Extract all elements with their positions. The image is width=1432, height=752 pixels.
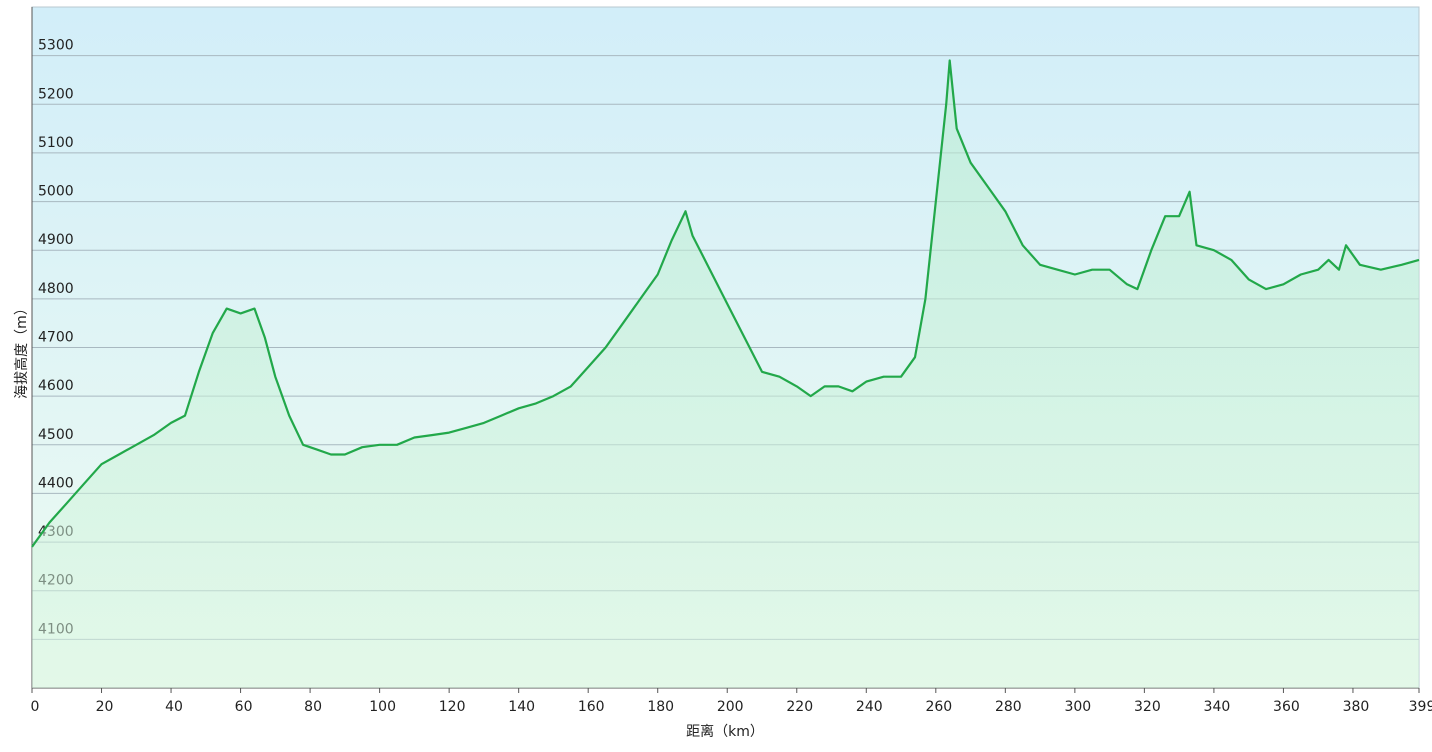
- y-tick-label: 4900: [38, 232, 74, 248]
- x-tick-label: 240: [856, 699, 883, 715]
- area-fill: [32, 60, 1419, 688]
- x-tick-label: 60: [235, 699, 253, 715]
- y-tick-label: 4500: [38, 427, 74, 443]
- y-tick-label: 4800: [38, 281, 74, 297]
- y-tick-label: 5000: [38, 184, 74, 200]
- x-tick-label: 180: [647, 699, 674, 715]
- y-tick-label: 4400: [38, 475, 74, 491]
- x-tick-label: 280: [995, 699, 1022, 715]
- x-tick-label: 0: [31, 699, 40, 715]
- x-axis-label: 距离（km）: [686, 723, 764, 740]
- y-tick-label: 5100: [38, 135, 74, 151]
- x-tick-label: 40: [165, 699, 183, 715]
- x-tick-label: 300: [1064, 699, 1091, 715]
- x-tick-label: 399: [1409, 699, 1432, 715]
- x-tick-label: 160: [578, 699, 605, 715]
- y-tick-label: 4700: [38, 330, 74, 346]
- x-tick-label: 340: [1204, 699, 1231, 715]
- elevation-line: [31, 59, 1420, 548]
- x-tick-label: 80: [304, 699, 322, 715]
- x-tick-label: 100: [369, 699, 396, 715]
- x-tick-label: 120: [439, 699, 466, 715]
- x-tick-label: 320: [1134, 699, 1161, 715]
- y-tick-label: 5200: [38, 86, 74, 102]
- x-tick-label: 260: [925, 699, 952, 715]
- y-tick-label: 5300: [38, 38, 74, 54]
- x-tick-label: 140: [508, 699, 535, 715]
- x-tick-label: 20: [96, 699, 114, 715]
- y-axis-label: 海拔高度（m）: [13, 301, 30, 399]
- y-tick-label: 4600: [38, 378, 74, 394]
- x-tick-label: 360: [1273, 699, 1300, 715]
- x-tick-label: 220: [786, 699, 813, 715]
- x-tick-label: 380: [1343, 699, 1370, 715]
- x-tick-label: 200: [717, 699, 744, 715]
